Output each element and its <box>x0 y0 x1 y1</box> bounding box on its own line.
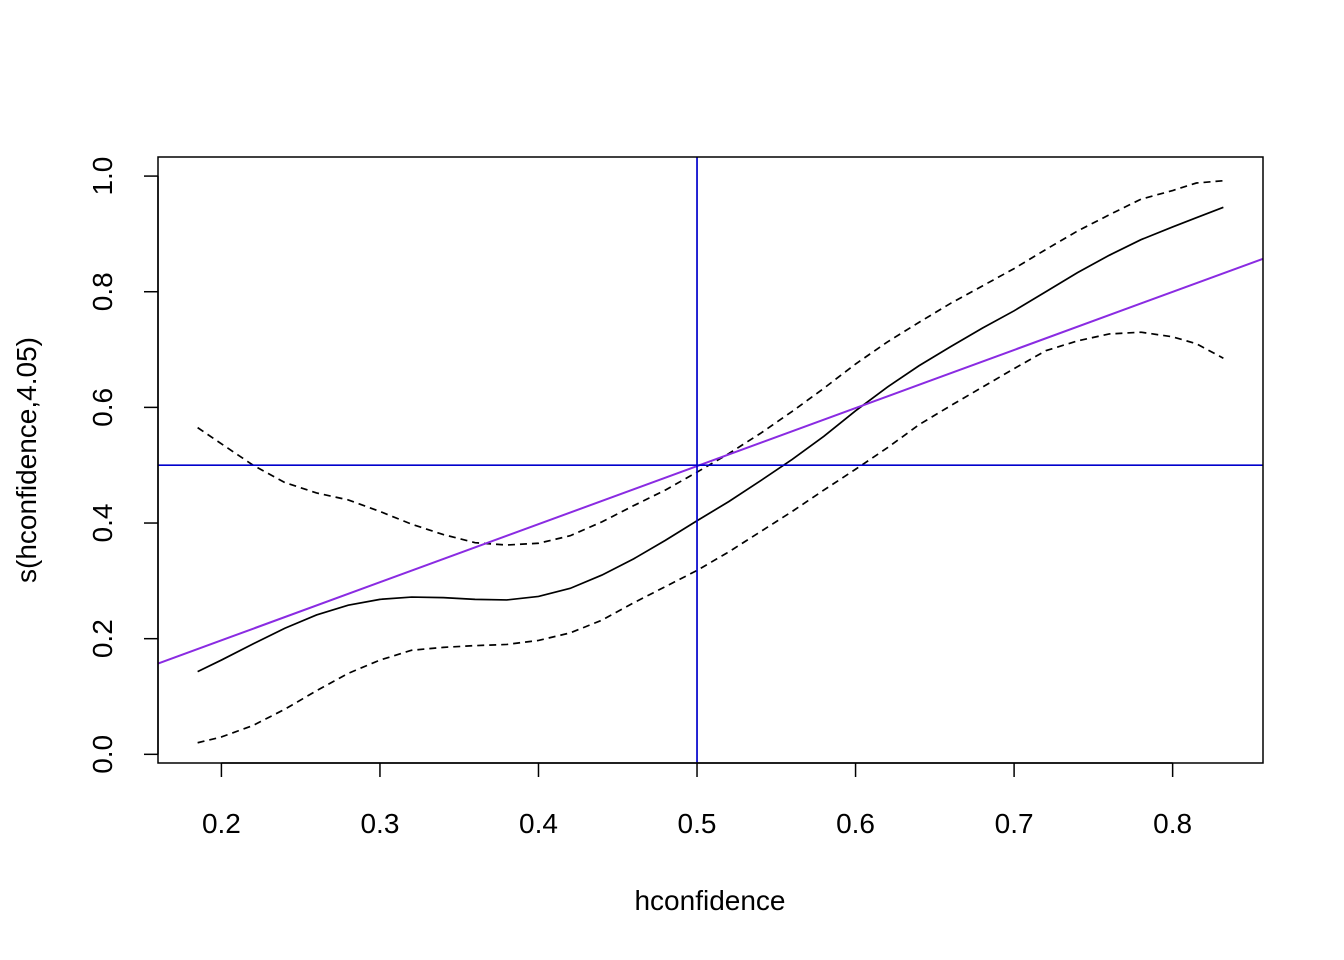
y-tick-label: 0.6 <box>87 388 118 427</box>
lower-confidence-band <box>197 331 1224 744</box>
y-axis: 0.0 0.2 0.4 0.6 0.8 1.0 <box>87 157 159 774</box>
series-layer <box>157 179 1264 744</box>
x-tick-label: 0.8 <box>1153 808 1192 839</box>
smooth-estimate-line <box>197 206 1224 673</box>
x-tick-label: 0.6 <box>836 808 875 839</box>
x-tick-label: 0.3 <box>360 808 399 839</box>
x-tick-label: 0.7 <box>995 808 1034 839</box>
linear-fit-line <box>157 257 1264 665</box>
reference-lines <box>158 157 1263 763</box>
x-tick-label: 0.5 <box>678 808 717 839</box>
x-tick-label: 0.4 <box>519 808 558 839</box>
x-axis: 0.2 0.3 0.4 0.5 0.6 0.7 0.8 <box>202 762 1192 839</box>
y-tick-label: 0.0 <box>87 735 118 774</box>
plot-frame <box>157 156 1264 764</box>
y-tick-label: 0.2 <box>87 619 118 658</box>
y-tick-label: 0.8 <box>87 272 118 311</box>
y-tick-label: 0.4 <box>87 504 118 543</box>
x-axis-title: hconfidence <box>634 885 785 916</box>
x-tick-label: 0.2 <box>202 808 241 839</box>
y-axis-title: s(hconfidence,4.05) <box>11 337 42 583</box>
y-tick-label: 1.0 <box>87 157 118 196</box>
upper-confidence-band <box>197 179 1224 546</box>
